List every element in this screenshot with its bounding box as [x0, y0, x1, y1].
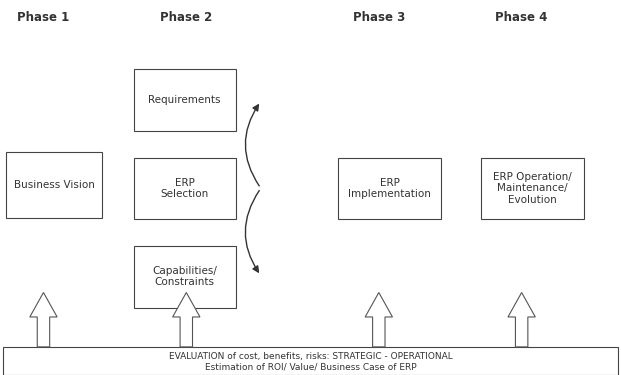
Text: Phase 2: Phase 2	[160, 11, 212, 24]
Text: ERP
Implementation: ERP Implementation	[348, 178, 431, 199]
Polygon shape	[173, 292, 200, 347]
Text: Capabilities/
Constraints: Capabilities/ Constraints	[152, 266, 217, 287]
Text: Business Vision: Business Vision	[14, 180, 95, 190]
Text: Phase 4: Phase 4	[496, 11, 548, 24]
Bar	[134, 158, 236, 219]
Polygon shape	[508, 292, 535, 347]
Text: Estimation of ROI/ Value/ Business Case of ERP: Estimation of ROI/ Value/ Business Case …	[205, 363, 416, 372]
Bar	[134, 246, 236, 308]
Bar	[338, 158, 441, 219]
Text: Phase 1: Phase 1	[17, 11, 70, 24]
Text: Phase 3: Phase 3	[353, 11, 405, 24]
Text: ERP Operation/
Maintenance/
Evolution: ERP Operation/ Maintenance/ Evolution	[493, 172, 572, 205]
Bar	[6, 152, 102, 217]
Text: EVALUATION of cost, benefits, risks: STRATEGIC - OPERATIONAL: EVALUATION of cost, benefits, risks: STR…	[169, 352, 452, 361]
Bar	[481, 158, 584, 219]
Text: ERP
Selection: ERP Selection	[161, 178, 209, 199]
Bar	[134, 69, 236, 131]
Polygon shape	[365, 292, 392, 347]
Text: Requirements: Requirements	[148, 95, 221, 105]
Bar	[3, 347, 618, 375]
Polygon shape	[30, 292, 57, 347]
